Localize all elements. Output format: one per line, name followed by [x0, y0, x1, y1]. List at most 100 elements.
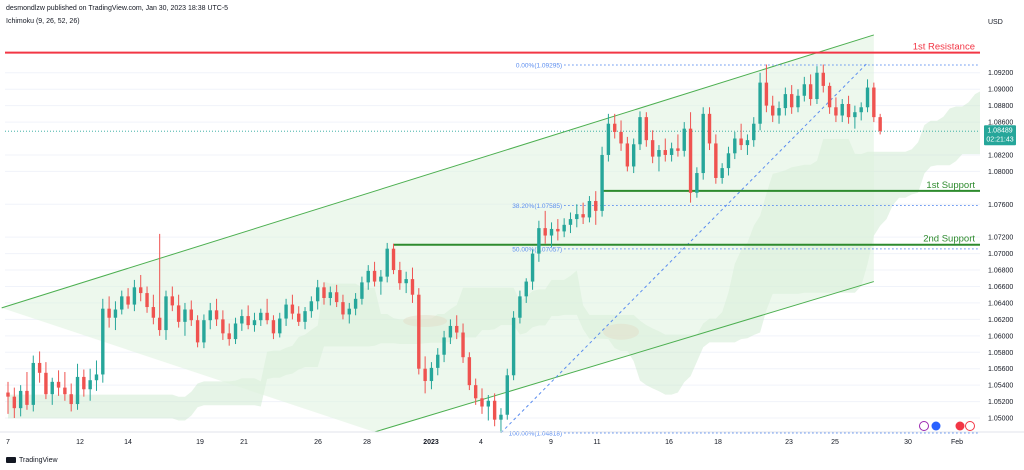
candle-body — [265, 312, 269, 321]
candle-body — [771, 105, 775, 116]
candle-body — [214, 310, 219, 320]
candle-body — [157, 317, 162, 331]
candle-body — [259, 312, 263, 321]
candle-body — [631, 144, 636, 167]
trendline — [500, 62, 868, 434]
channel-upper-line — [1, 34, 874, 309]
candle-body — [606, 123, 611, 155]
candle-body — [202, 320, 206, 343]
candle-body — [385, 248, 389, 277]
candle-body — [221, 319, 225, 334]
candle-body — [739, 138, 743, 146]
candle-body — [853, 112, 857, 118]
candle-body — [777, 108, 781, 116]
price-tick-label: 1.05400 — [988, 383, 1013, 390]
candle-body — [638, 117, 642, 145]
candle-body — [372, 270, 377, 282]
time-tick-label: 2023 — [423, 439, 439, 446]
candle-body — [644, 117, 649, 141]
dividend-icon — [931, 421, 941, 431]
candle-body — [132, 287, 137, 305]
time-tick-label: 14 — [124, 439, 132, 446]
time-tick-label: 21 — [240, 439, 248, 446]
price-tick-label: 1.06800 — [988, 268, 1013, 275]
candle-body — [139, 287, 143, 294]
candle-body — [284, 304, 288, 319]
price-tick-label: 1.06600 — [988, 284, 1013, 291]
flag-icon — [955, 421, 965, 431]
indicator-label[interactable]: Ichimoku (9, 26, 52, 26) — [6, 18, 80, 25]
channel-lower-line — [374, 281, 874, 433]
candle-body — [568, 219, 573, 225]
time-tick-label: 9 — [549, 439, 553, 446]
candle-body — [505, 375, 509, 415]
candle-body — [309, 301, 314, 312]
candle-body — [720, 168, 724, 178]
price-tick-label: 1.08000 — [988, 169, 1013, 176]
candle-body — [707, 113, 712, 144]
tradingview-logo-icon — [6, 457, 16, 464]
candle-body — [486, 400, 491, 407]
candle-body — [878, 117, 882, 132]
fib-label: 100.00%(1.04818) — [509, 430, 563, 437]
candle-body — [404, 279, 408, 284]
candle-body — [448, 325, 453, 338]
candle-body — [726, 153, 731, 169]
price-axis-background — [980, 0, 1024, 445]
candle-body — [328, 292, 333, 298]
candle-body — [543, 228, 547, 236]
publisher-line: desmondlzw published on TradingView.com,… — [6, 5, 229, 12]
candle-body — [657, 150, 661, 157]
candle-body — [31, 362, 35, 405]
candle-body — [556, 228, 560, 232]
candle-body — [682, 128, 686, 151]
price-tick-label: 1.07600 — [988, 202, 1013, 209]
bottom-icons — [919, 421, 975, 431]
candle-body — [69, 394, 73, 405]
price-tick-label: 1.08600 — [988, 120, 1013, 127]
candle-body — [827, 85, 832, 108]
candle-body — [12, 396, 17, 409]
candle-body — [297, 313, 301, 322]
candle-body — [834, 107, 838, 116]
candle-body — [613, 123, 617, 132]
candle-body — [537, 228, 541, 254]
candle-body — [625, 143, 630, 167]
candle-body — [82, 376, 86, 390]
price-tick-label: 1.06400 — [988, 300, 1013, 307]
footer[interactable]: TradingView — [6, 457, 58, 464]
candle-body — [63, 387, 67, 395]
price-tick-label: 1.08200 — [988, 152, 1013, 159]
candle-body — [417, 294, 421, 369]
candle-body — [44, 372, 48, 395]
candle-body — [94, 374, 99, 381]
price-tick-label: 1.05000 — [988, 416, 1013, 423]
candle-body — [322, 287, 326, 298]
candle-body — [511, 317, 516, 376]
candle-body — [650, 140, 655, 157]
candle-body — [6, 392, 10, 397]
candle-body — [88, 380, 92, 390]
time-tick-label: 7 — [6, 439, 10, 446]
candle-body — [714, 143, 718, 178]
candle-body — [410, 279, 415, 295]
candle-body — [587, 200, 592, 218]
candle-body — [347, 308, 351, 315]
candle-body — [423, 368, 427, 382]
level-label: 1st Support — [926, 180, 975, 191]
candle-body — [442, 337, 446, 355]
candle-body — [303, 311, 307, 322]
candle-body — [752, 123, 756, 141]
candle-body — [872, 87, 876, 118]
candle-body — [467, 357, 472, 386]
candle-body — [549, 228, 554, 236]
candle-body — [164, 296, 168, 331]
candle-body — [18, 390, 23, 409]
candle-body — [865, 87, 870, 108]
candle-body — [594, 200, 598, 211]
candle-body — [208, 310, 212, 321]
candle-body — [189, 309, 193, 321]
price-axis: USD 1.09200 1.09000 1.08800 1.08600 1.08200 1.… — [980, 0, 1024, 445]
candle-body — [764, 82, 769, 106]
